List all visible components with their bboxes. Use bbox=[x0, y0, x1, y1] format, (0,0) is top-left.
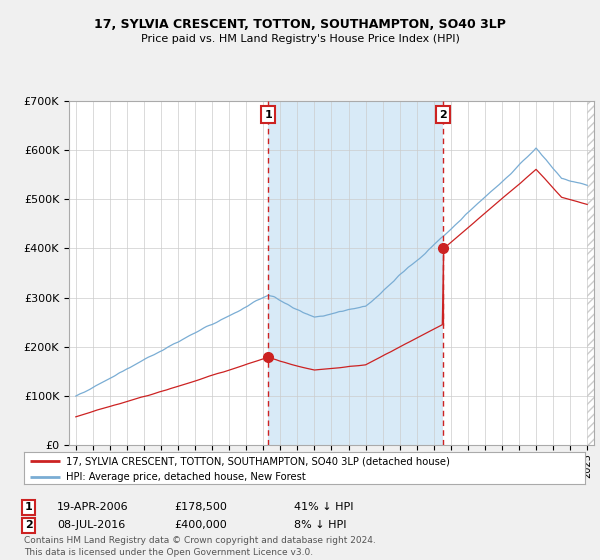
Text: 19-APR-2006: 19-APR-2006 bbox=[57, 502, 128, 512]
Text: 41% ↓ HPI: 41% ↓ HPI bbox=[294, 502, 353, 512]
Text: 08-JUL-2016: 08-JUL-2016 bbox=[57, 520, 125, 530]
Bar bbox=[268, 101, 443, 445]
Text: 8% ↓ HPI: 8% ↓ HPI bbox=[294, 520, 347, 530]
Text: HPI: Average price, detached house, New Forest: HPI: Average price, detached house, New … bbox=[66, 472, 306, 482]
Bar bbox=[587, 101, 594, 445]
Text: 2: 2 bbox=[439, 110, 446, 120]
Text: Contains HM Land Registry data © Crown copyright and database right 2024.
This d: Contains HM Land Registry data © Crown c… bbox=[24, 536, 376, 557]
Text: 17, SYLVIA CRESCENT, TOTTON, SOUTHAMPTON, SO40 3LP: 17, SYLVIA CRESCENT, TOTTON, SOUTHAMPTON… bbox=[94, 18, 506, 31]
Text: 2: 2 bbox=[25, 520, 32, 530]
Text: Price paid vs. HM Land Registry's House Price Index (HPI): Price paid vs. HM Land Registry's House … bbox=[140, 34, 460, 44]
Text: £178,500: £178,500 bbox=[174, 502, 227, 512]
Text: £400,000: £400,000 bbox=[174, 520, 227, 530]
Text: 1: 1 bbox=[265, 110, 272, 120]
Text: 1: 1 bbox=[25, 502, 32, 512]
Text: 17, SYLVIA CRESCENT, TOTTON, SOUTHAMPTON, SO40 3LP (detached house): 17, SYLVIA CRESCENT, TOTTON, SOUTHAMPTON… bbox=[66, 456, 450, 466]
